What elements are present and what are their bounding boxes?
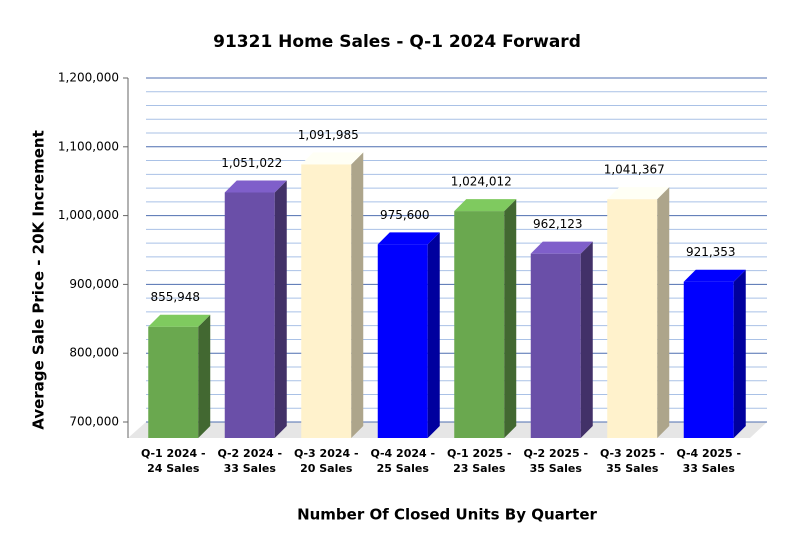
x-tick-label: Q-3 2024 -	[294, 447, 359, 460]
value-label: 1,024,012	[451, 175, 512, 189]
bar	[301, 164, 352, 438]
value-label: 1,051,022	[221, 156, 282, 170]
x-tick-label: Q-2 2025 -	[523, 447, 588, 460]
y-tick-label: 900,000	[69, 277, 119, 291]
x-tick-label: 25 Sales	[377, 462, 430, 475]
x-tick-label: 20 Sales	[300, 462, 353, 475]
value-label: 855,948	[150, 290, 200, 304]
bar-side	[198, 314, 211, 438]
bar-top	[148, 314, 211, 327]
x-tick-label: 24 Sales	[147, 462, 200, 475]
y-tick-label: 700,000	[69, 415, 119, 429]
floor	[128, 422, 767, 438]
bar-top	[377, 232, 440, 245]
x-tick-label: Q-1 2024 -	[141, 447, 206, 460]
chart-title: 91321 Home Sales - Q-1 2024 Forward	[213, 32, 581, 52]
bar-top	[454, 199, 517, 212]
value-label: 1,041,367	[604, 163, 665, 177]
bar-side	[733, 269, 746, 438]
bar	[683, 281, 734, 438]
x-tick-label: Q-3 2025 -	[600, 447, 665, 460]
x-tick-label: Q-4 2025 -	[676, 447, 741, 460]
bar-top	[530, 241, 593, 254]
bar-side	[657, 187, 670, 438]
x-tick-label: Q-4 2024 -	[370, 447, 435, 460]
bar-side	[274, 180, 287, 438]
value-label: 975,600	[380, 208, 430, 222]
y-tick-label: 1,100,000	[58, 139, 119, 153]
bar	[530, 253, 581, 438]
x-tick-label: 23 Sales	[453, 462, 506, 475]
bar	[377, 244, 428, 438]
bar-side	[580, 241, 593, 438]
bar	[607, 199, 658, 438]
y-tick-label: 1,200,000	[58, 71, 119, 85]
x-tick-label: 33 Sales	[683, 462, 736, 475]
y-axis-label: Average Sale Price - 20K Increment	[30, 130, 48, 430]
x-tick-label: 35 Sales	[606, 462, 659, 475]
value-label: 1,091,985	[298, 128, 359, 142]
bar-side	[427, 232, 440, 438]
x-tick-label: Q-1 2025 -	[447, 447, 512, 460]
bar	[148, 326, 199, 438]
value-label: 962,123	[533, 217, 583, 231]
x-tick-label: 33 Sales	[224, 462, 277, 475]
x-tick-label: Q-2 2024 -	[217, 447, 282, 460]
x-axis-label: Number Of Closed Units By Quarter	[297, 506, 597, 524]
value-label: 921,353	[686, 245, 736, 259]
y-tick-label: 1,000,000	[58, 208, 119, 222]
bar-side	[351, 152, 364, 438]
x-tick-label: 35 Sales	[530, 462, 583, 475]
bar-side	[504, 199, 517, 438]
bar-top	[301, 152, 364, 165]
bar-top	[607, 187, 670, 200]
bar	[454, 211, 505, 438]
y-tick-label: 800,000	[69, 346, 119, 360]
bar-top	[683, 269, 746, 282]
bar	[224, 192, 275, 438]
bar-top	[224, 180, 287, 193]
